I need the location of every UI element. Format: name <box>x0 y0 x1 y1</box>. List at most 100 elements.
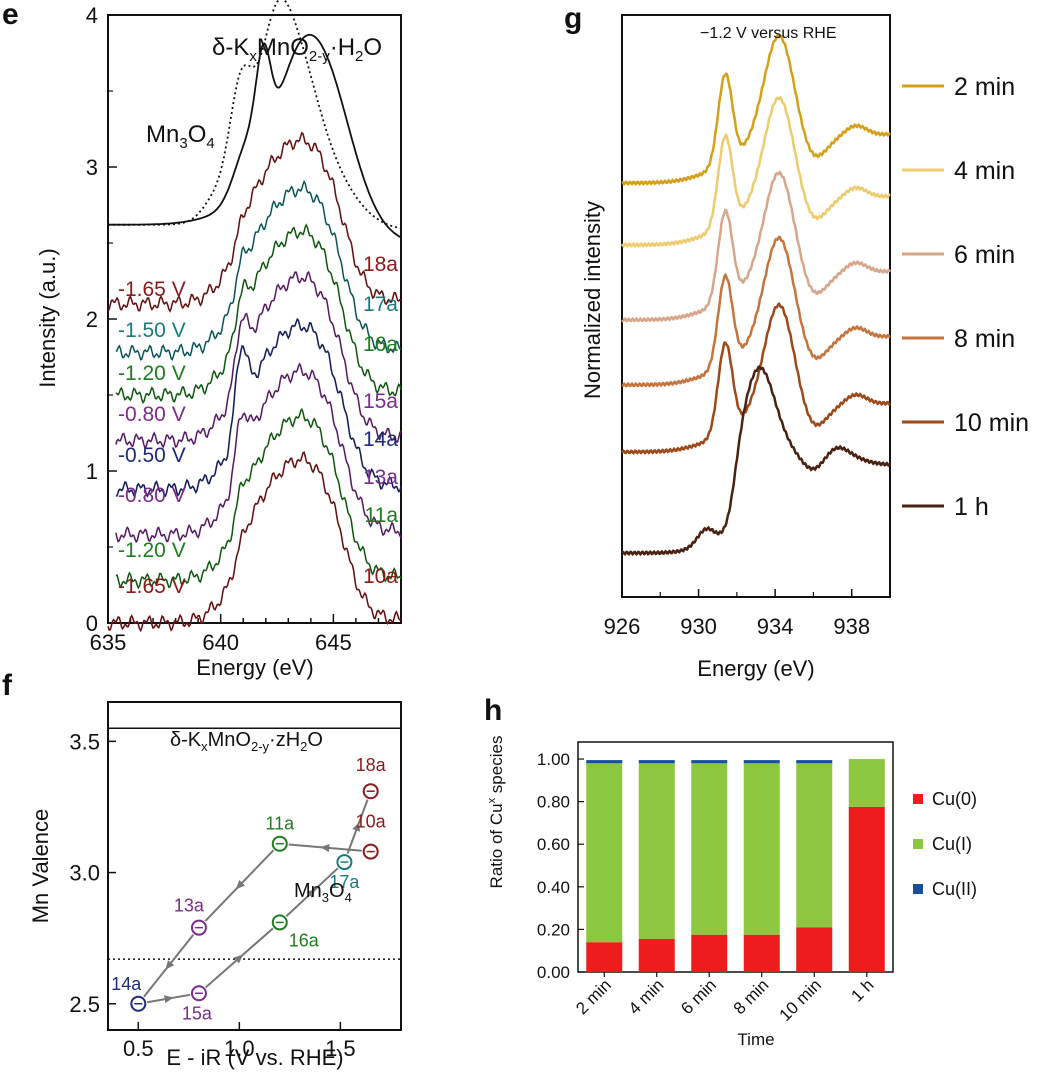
panel-h-bar-4-min-Cu0 <box>638 938 675 972</box>
panel-h-legend-swatch-Cu0 <box>913 794 923 804</box>
panel-f-point-label-17a: 17a <box>329 872 360 892</box>
panel-f-delta-label: δ-KxMnO2-y·zH2O <box>170 729 323 754</box>
panel-h: 0.00 0.20 0.40 0.60 0.80 1.00 2 min 4 min 6 min… <box>486 736 977 1049</box>
panel-g-curve-6-min <box>621 170 892 323</box>
panel-f-point-label-18a: 18a <box>356 755 387 775</box>
panel-g-curve-8-min <box>621 235 891 388</box>
panel-h-bar-4-min-CuI <box>638 763 675 939</box>
panel-e-spectrum-fit-15a <box>115 271 402 449</box>
panel-h-bar-10-min-CuI <box>796 763 833 928</box>
panel-e-xtick-label: 645 <box>315 630 352 655</box>
panel-g-frame <box>621 14 891 598</box>
panel-f-xtick-label: 1.0 <box>224 1036 255 1061</box>
panel-h-ylabel: Ratio of Cux species <box>486 736 506 889</box>
panel-e-potential-label-13a: -0.80 V <box>118 484 186 507</box>
panel-f-ylabel: Mn Valence <box>28 809 53 924</box>
panel-h-legend-label-Cu0: Cu(0) <box>932 789 977 809</box>
panel-e-delta-reference-curve <box>108 33 402 239</box>
panel-f-path-arrow <box>352 821 360 832</box>
panel-h-ytick-label: 0.80 <box>537 793 570 812</box>
panel-f-path-arrow <box>235 880 246 890</box>
panel-e-xtick-label: 640 <box>202 630 239 655</box>
panel-g-legend-label-2-min: 2 min <box>954 73 1015 101</box>
panel-f-path-arrow <box>165 960 175 970</box>
panel-e: 635 640 645 0 1 2 3 4 -1.65 V 10a -1.20 V 11a -0.80… <box>35 0 402 680</box>
panel-e-potential-label-18a: -1.65 V <box>118 278 186 301</box>
panel-f-point-13a <box>190 919 207 936</box>
panel-h-ytick-label: 0.00 <box>537 963 570 982</box>
panel-h-xtick-label: 8 min <box>730 975 773 1018</box>
panel-h-bar-10-min-CuII <box>796 760 833 764</box>
panel-h-bar-4-min-CuII <box>638 760 675 764</box>
panel-h-ytick-label: 0.40 <box>537 878 570 897</box>
panel-e-ytick-label: 0 <box>86 611 98 636</box>
panel-e-spectrum-fit-14a <box>115 318 402 497</box>
panel-g-ylabel: Normalized intensity <box>580 201 605 399</box>
panel-h-legend-label-CuII: Cu(II) <box>932 879 977 899</box>
panel-g-xlabel: Energy (eV) <box>697 656 814 681</box>
panel-f-path-arrow <box>163 995 174 1004</box>
panel-e-spectrum-fit-18a <box>107 132 402 312</box>
panel-h-ylabel-suffix: species <box>487 736 506 798</box>
panel-f-point-label-11a: 11a <box>265 814 295 834</box>
panel-g-legend-label-1-h: 1 h <box>954 493 989 521</box>
panel-e-ytick-label: 3 <box>86 155 98 180</box>
panel-h-bar-6-min-Cu0 <box>691 934 728 972</box>
panel-h-bar-6-min-CuII <box>691 760 728 764</box>
panel-g-legend-label-10-min: 10 min <box>954 409 1029 437</box>
panel-h-ytick-label: 1.00 <box>537 750 570 769</box>
panel-h-bar-2-min-CuII <box>586 760 623 764</box>
panel-e-mn3o4-reference-curve <box>108 0 402 230</box>
panel-h-ytick-label: 0.20 <box>537 920 570 939</box>
panel-h-xtick-label: 4 min <box>625 975 668 1018</box>
panel-e-id-label-17a: 17a <box>363 293 398 316</box>
panel-f-mn3o4-label: Mn3O4 <box>294 880 352 905</box>
panel-g-xtick-label: 926 <box>604 614 641 639</box>
panel-f-frame <box>107 701 402 1031</box>
panel-f-point-14a <box>130 995 147 1012</box>
panel-g-xtick-label: 930 <box>680 614 717 639</box>
panel-e-spectrum-fit-16a <box>115 224 402 404</box>
panel-g-curve-4-min <box>620 95 891 249</box>
panel-e-xtick-label: 635 <box>90 630 127 655</box>
panel-h-ylabel-sup: x <box>486 797 498 803</box>
panel-h-bar-8-min-CuII <box>743 760 780 764</box>
panel-e-potential-label-11a: -1.20 V <box>118 539 186 562</box>
panel-g-curve-10-min <box>620 301 891 455</box>
panel-e-spectrum-fit-10a <box>107 451 402 632</box>
panel-h-legend-swatch-CuI <box>913 839 923 849</box>
panel-e-ytick-label: 4 <box>86 3 98 28</box>
panel-f-point-17a <box>336 854 353 871</box>
panel-e-delta-label: δ-KxMnO2-y·H2O <box>212 34 382 65</box>
panel-f-point-label-14a: 14a <box>111 974 142 994</box>
panel-h-legend-swatch-CuII <box>913 884 923 894</box>
panel-e-spectrum-fit-13a <box>115 363 402 543</box>
panel-h-bar-6-min-CuI <box>691 763 728 935</box>
panel-f-path-arrow <box>306 888 316 898</box>
panel-e-ytick-label: 2 <box>86 307 98 332</box>
panel-h-frame <box>577 741 894 973</box>
panel-f-ytick-label: 3.5 <box>69 729 100 754</box>
panel-g-annotation: −1.2 V versus RHE <box>700 25 837 42</box>
panel-f-path-arrow <box>320 843 330 852</box>
panel-e-ytick-label: 1 <box>86 459 98 484</box>
panel-h-xtick-label: 1 h <box>847 975 877 1005</box>
panel-e-id-label-11a: 11a <box>365 504 399 527</box>
panel-label-f: f <box>2 669 13 702</box>
panel-e-id-label-15a: 15a <box>363 390 398 413</box>
panel-e-xlabel: Energy (eV) <box>196 655 313 680</box>
panel-f-ytick-label: 3.0 <box>69 861 100 886</box>
panel-g: 926 930 934 938 2 min 4 min 6 min 8 min 10 min 1… <box>580 14 1029 681</box>
panel-f: 0.5 1.0 1.5 2.5 3.0 3.5 10a 11a 13a 14a 15a 16a 17a… <box>28 701 402 1070</box>
panel-e-potential-label-14a: -0.50 V <box>118 444 186 467</box>
panel-g-xtick-label: 934 <box>757 614 794 639</box>
panel-g-legend-label-6-min: 6 min <box>954 241 1015 269</box>
panel-e-ylabel: Intensity (a.u.) <box>35 248 60 387</box>
panel-g-legend-label-4-min: 4 min <box>954 157 1015 185</box>
panel-f-point-16a <box>271 914 288 931</box>
panel-f-point-label-10a: 10a <box>356 812 387 832</box>
panel-g-xtick-label: 938 <box>833 614 870 639</box>
panel-g-legend-label-8-min: 8 min <box>954 325 1015 353</box>
panel-g-curve-1-h <box>620 364 892 557</box>
